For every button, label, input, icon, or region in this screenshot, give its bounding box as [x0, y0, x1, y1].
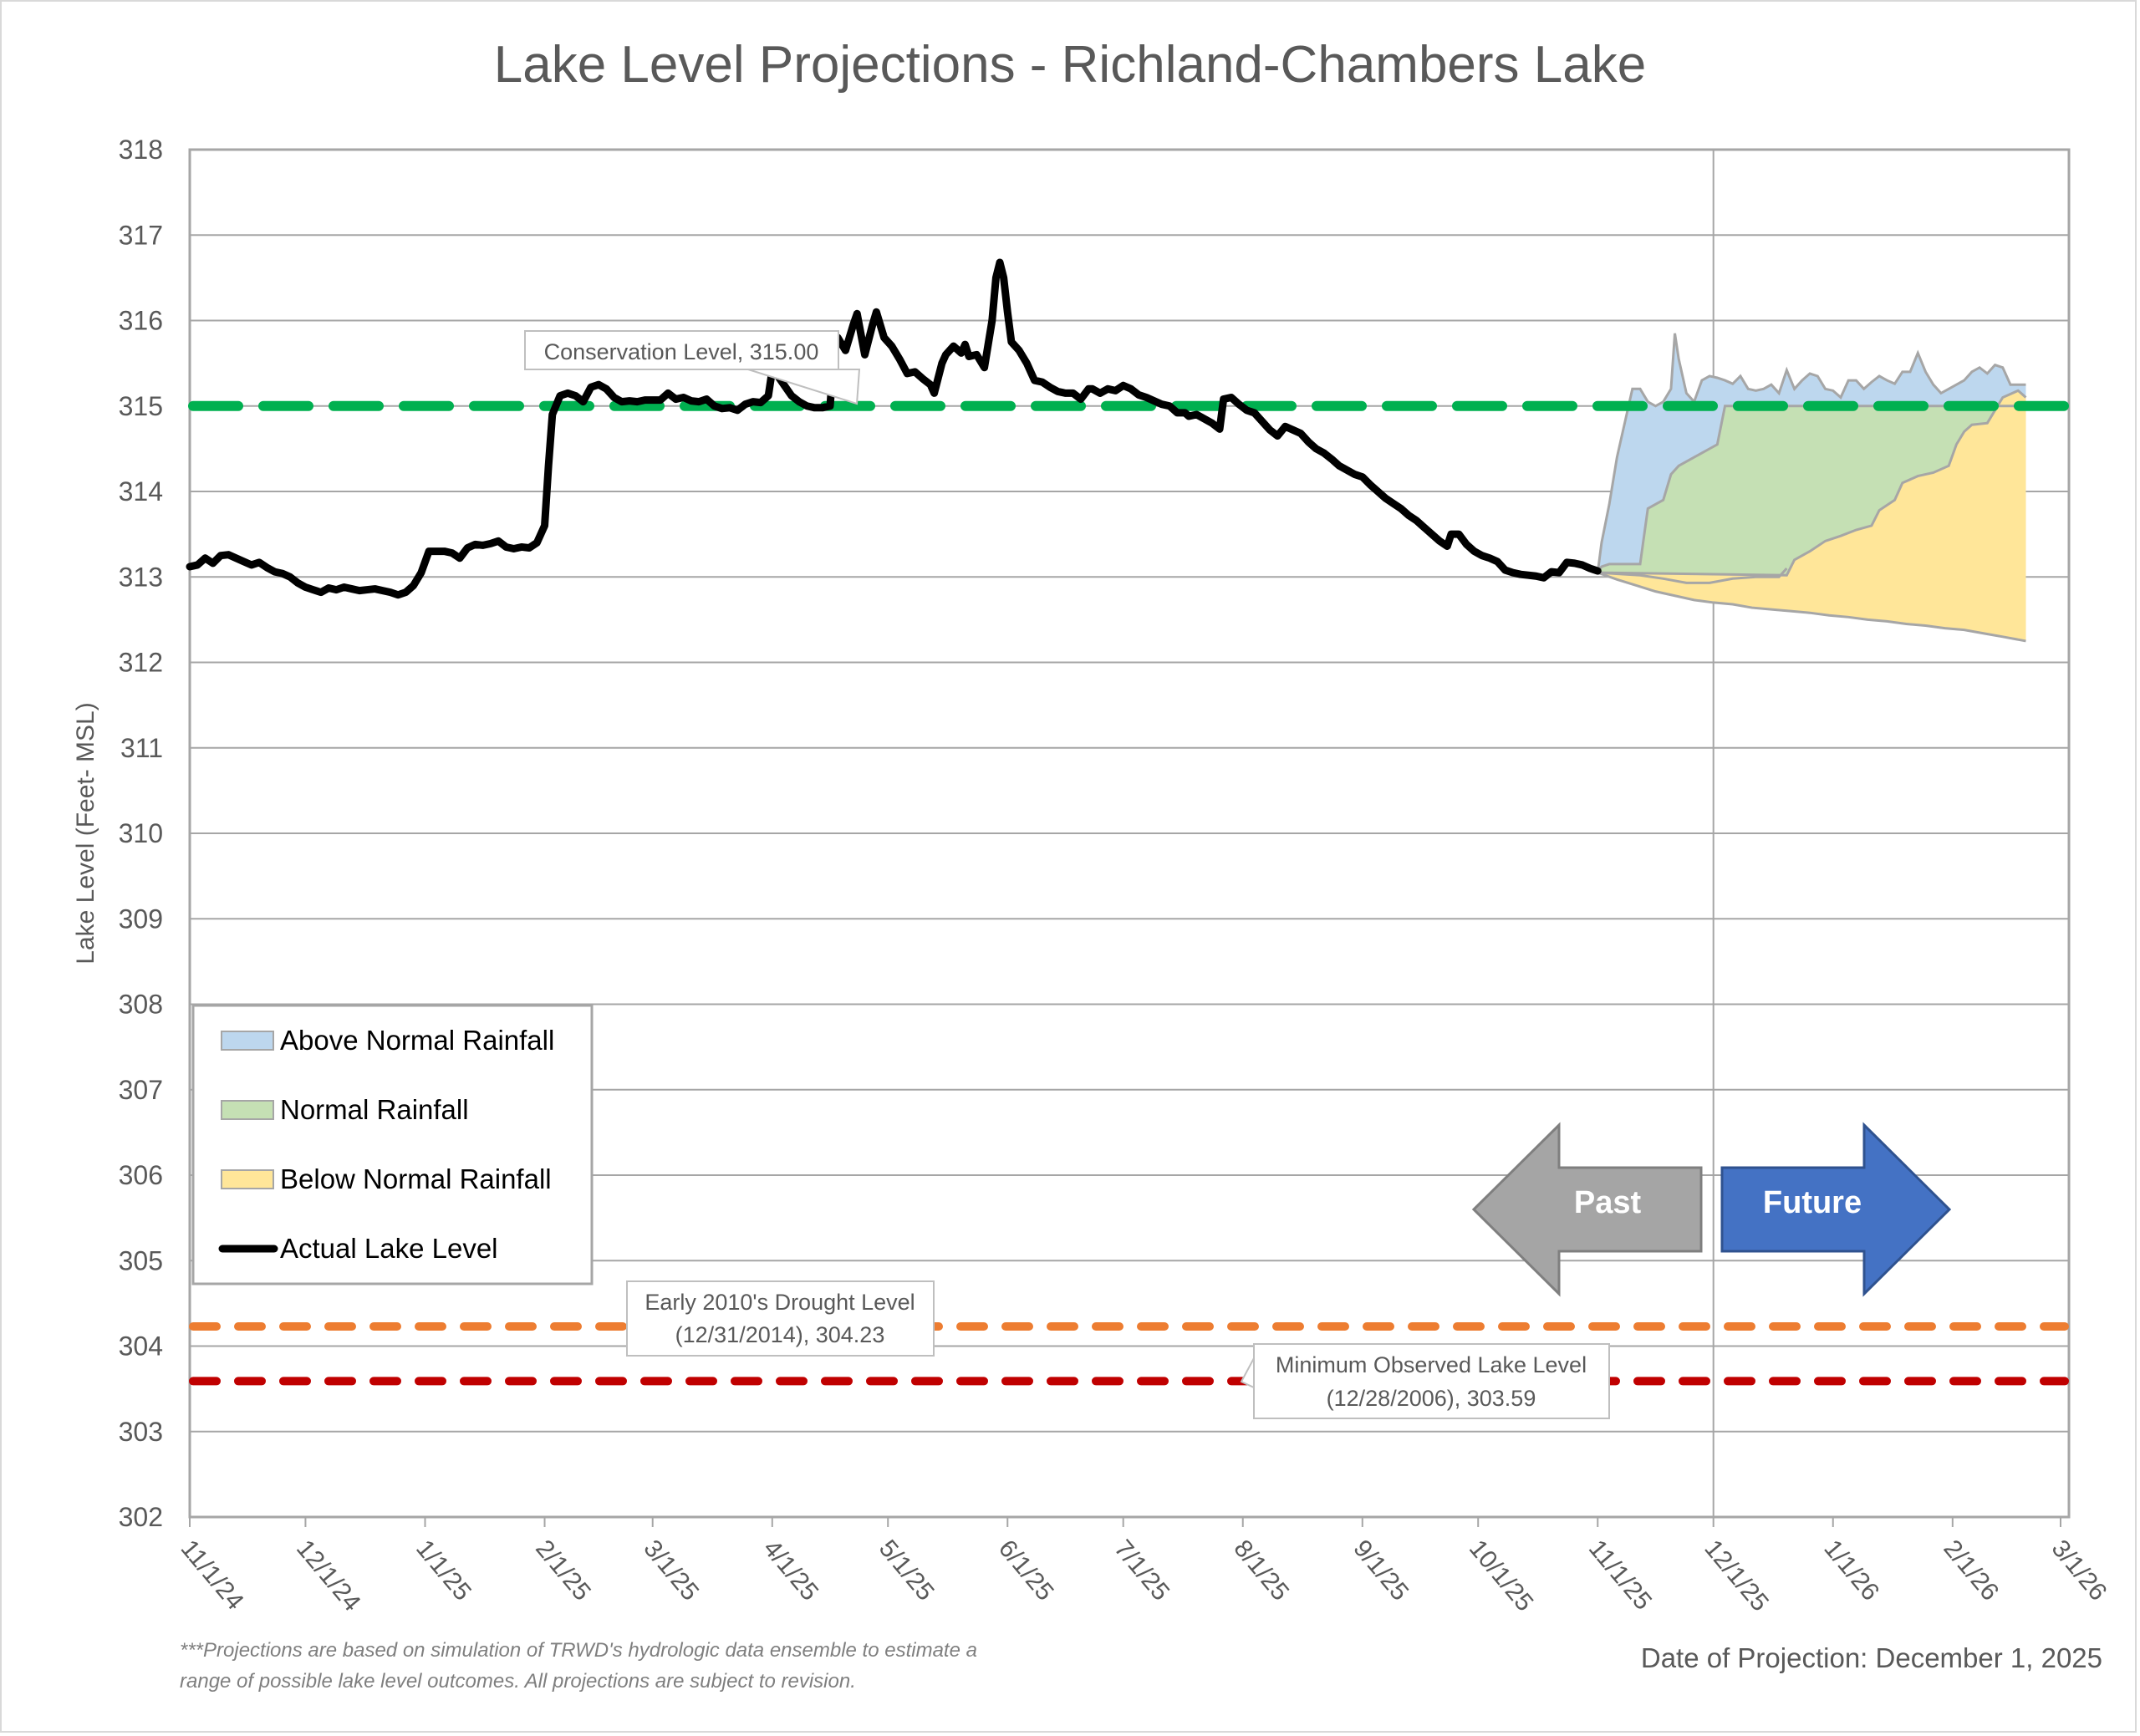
y-tick-label: 308: [119, 990, 163, 1020]
y-tick-label: 302: [119, 1502, 163, 1532]
x-tick-label: 10/1/25: [1464, 1535, 1539, 1616]
x-tick-label: 6/1/25: [993, 1535, 1059, 1606]
projection-areas: [1596, 333, 2027, 643]
x-tick-label: 9/1/25: [1348, 1535, 1414, 1606]
callout-box: [626, 1280, 935, 1357]
y-tick-label: 310: [119, 818, 163, 848]
outline-normal-lower: [1597, 568, 1788, 584]
x-axis-ticks: 11/1/24 12/1/24 1/1/25 2/1/25 3/1/25 4/1/25 5/…: [176, 1517, 2112, 1616]
outline-above-normal: [1596, 333, 2026, 573]
x-tick-label: 7/1/25: [1108, 1535, 1174, 1606]
drought-level-label-line1: Early 2010's Drought Level: [645, 1290, 915, 1315]
minimum-level-callout: Minimum Observed Lake Level (12/28/2006)…: [1240, 1343, 1610, 1419]
x-tick-label: 2/1/25: [530, 1535, 596, 1606]
future-arrow-shape: [1720, 1122, 1952, 1297]
future-arrow: Future: [1720, 1122, 1952, 1297]
x-tick-label: 1/1/25: [410, 1535, 476, 1606]
y-tick-label: 317: [119, 220, 163, 250]
x-tick-label: 11/1/25: [1583, 1535, 1657, 1615]
y-tick-label: 307: [119, 1075, 163, 1105]
y-tick-label: 309: [119, 904, 163, 934]
future-label: Future: [1763, 1185, 1862, 1220]
conservation-level-label: Conservation Level, 315.00: [544, 339, 819, 364]
legend: Above Normal Rainfall Normal Rainfall Be…: [191, 1004, 594, 1285]
projection-date: Date of Projection: December 1, 2025: [1641, 1642, 2102, 1673]
y-tick-label: 313: [119, 562, 163, 592]
y-tick-label: 312: [119, 648, 163, 678]
x-tick-label: 2/1/26: [1938, 1535, 2004, 1606]
legend-label-actual: Actual Lake Level: [280, 1233, 498, 1264]
y-tick-label: 314: [119, 476, 163, 507]
y-tick-label: 311: [120, 733, 163, 763]
x-tick-label: 12/1/25: [1699, 1535, 1774, 1616]
x-tick-label: 3/1/25: [638, 1535, 704, 1606]
y-tick-label: 316: [119, 306, 163, 336]
y-tick-label: 303: [119, 1417, 163, 1447]
y-axis-title: Lake Level (Feet- MSL): [72, 702, 99, 964]
x-tick-label: 3/1/26: [2046, 1535, 2112, 1606]
legend-swatch-below-normal: [221, 1169, 274, 1189]
x-tick-label: 12/1/24: [291, 1535, 366, 1616]
reference-lines: [188, 400, 2070, 1386]
outline-below-lower: [1597, 571, 2026, 643]
x-tick-label: 8/1/25: [1228, 1535, 1294, 1606]
past-arrow: Past: [1471, 1122, 1703, 1297]
y-tick-label: 318: [119, 135, 163, 165]
y-tick-label: 306: [119, 1160, 163, 1190]
legend-label-below-normal: Below Normal Rainfall: [280, 1163, 552, 1194]
drought-level-callout: Early 2010's Drought Level (12/31/2014),…: [626, 1280, 935, 1357]
x-tick-label: 11/1/24: [176, 1535, 249, 1615]
actual-lake-level-line: [186, 258, 1602, 599]
footnote-line1: ***Projections are based on simulation o…: [180, 1639, 977, 1662]
footnote-line2: range of possible lake level outcomes. A…: [180, 1670, 856, 1693]
actual-lake-level-series: [186, 258, 1602, 599]
legend-label-above-normal: Above Normal Rainfall: [280, 1025, 554, 1056]
chart-title: Lake Level Projections - Richland-Chambe…: [494, 36, 1646, 94]
x-tick-label: 4/1/25: [757, 1535, 823, 1606]
past-arrow-shape: [1471, 1122, 1703, 1297]
minimum-level-label-line1: Minimum Observed Lake Level: [1276, 1352, 1587, 1377]
callout-box: [524, 330, 839, 370]
legend-swatch-above-normal: [221, 1031, 274, 1051]
outline-below-upper: [1597, 389, 2027, 577]
legend-label-normal: Normal Rainfall: [280, 1094, 469, 1125]
callout-pointer: [1240, 1357, 1255, 1389]
x-tick-label: 5/1/25: [874, 1535, 940, 1606]
legend-box: [191, 1004, 594, 1285]
drought-level-label-line2: (12/31/2014), 304.23: [675, 1322, 885, 1347]
area-below-normal: [1597, 390, 2026, 641]
x-tick-label: 1/1/26: [1818, 1535, 1884, 1606]
legend-swatch-normal: [221, 1100, 274, 1120]
y-axis-ticks: 302 303 304 305 306 307 308 309 310 311 312 313 314 3…: [119, 135, 163, 1532]
conservation-level-callout: Conservation Level, 315.00: [524, 330, 861, 405]
y-tick-label: 315: [119, 391, 163, 421]
callout-box: [1253, 1343, 1610, 1419]
y-tick-label: 304: [119, 1331, 163, 1362]
y-tick-label: 305: [119, 1245, 163, 1275]
past-label: Past: [1574, 1185, 1642, 1220]
gridlines: [188, 148, 2071, 1519]
minimum-level-label-line2: (12/28/2006), 303.59: [1327, 1386, 1536, 1411]
